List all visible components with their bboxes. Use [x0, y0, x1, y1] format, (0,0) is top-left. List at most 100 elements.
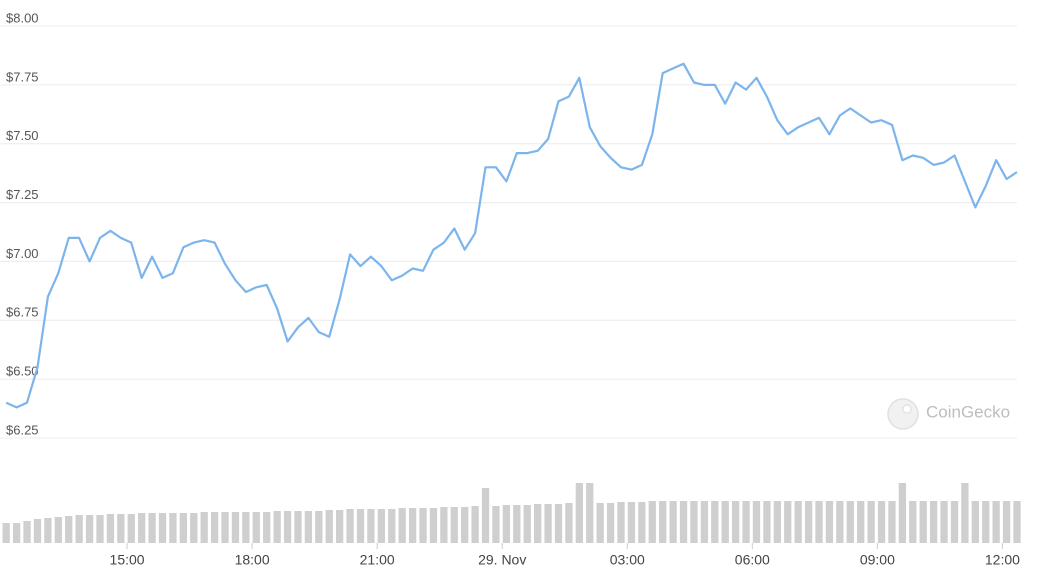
volume-bar: [75, 515, 83, 543]
volume-bar: [971, 501, 979, 543]
volume-bar: [544, 504, 552, 543]
logo: CoinGecko: [887, 398, 1010, 430]
volume-bar: [575, 483, 583, 543]
volume-bar: [12, 523, 21, 543]
volume-bar: [408, 508, 417, 543]
price-line: [5, 62, 1018, 409]
volume-bar: [117, 514, 125, 543]
volume-bar: [23, 521, 31, 543]
x-tick-label: 21:00: [360, 552, 395, 568]
volume-bar: [336, 510, 344, 543]
volume-bar: [242, 512, 250, 543]
volume-bar: [659, 501, 667, 543]
volume-bar: [377, 509, 385, 543]
x-tick-label: 15:00: [110, 552, 145, 568]
volume-bar: [867, 501, 875, 543]
volume-bar: [169, 513, 177, 543]
volume-bar: [950, 501, 959, 543]
volume-bar: [586, 483, 594, 543]
volume-bar: [44, 518, 52, 543]
volume-bar: [85, 515, 94, 543]
volume-bar: [492, 506, 500, 543]
volume-bar: [596, 503, 604, 543]
volume-bar: [627, 502, 636, 543]
volume-bar: [65, 516, 73, 543]
volume-bar: [763, 501, 771, 543]
volume-bar: [325, 510, 333, 543]
watermark: CoinGecko: [926, 402, 1010, 421]
volume-bar: [190, 513, 198, 543]
volume-bar: [554, 504, 563, 543]
y-tick-label: $7.50: [6, 128, 39, 143]
volume-bar: [304, 511, 313, 543]
volume-bar: [440, 507, 448, 543]
volume-bar: [825, 501, 834, 543]
volume-bar: [54, 517, 62, 543]
volume-bar: [700, 501, 709, 543]
y-tick-label: $7.00: [6, 246, 39, 261]
volume-bar: [158, 513, 167, 543]
volume-bar: [940, 501, 948, 543]
volume-bar: [210, 512, 219, 543]
volume-bar: [513, 505, 521, 543]
volume-bar: [263, 512, 271, 543]
volume-bar: [690, 501, 698, 543]
volume-bar: [471, 506, 479, 543]
volume-bar: [721, 501, 729, 543]
volume-bar: [617, 502, 625, 543]
volume-bar: [961, 483, 969, 543]
volume-bar: [356, 509, 365, 543]
y-tick-label: $7.75: [6, 69, 39, 84]
volume-bar: [367, 509, 375, 543]
volume-bar: [106, 514, 115, 543]
plot: $8.00 $7.75 $7.50 $7.25 $7.00 $6.75 $6.50 $6.25…: [0, 10, 1021, 568]
volume-bar: [982, 501, 990, 543]
y-tick-label: $6.50: [6, 364, 39, 379]
volume-bar: [252, 512, 260, 543]
x-tick-label: 09:00: [860, 552, 895, 568]
volume-bar: [346, 509, 354, 543]
volume-bar: [929, 501, 938, 543]
logo-icon: [887, 398, 919, 430]
volume-bar: [96, 515, 104, 543]
volume-bar: [1002, 501, 1011, 543]
volume-bar: [388, 509, 396, 543]
volume-bar: [231, 512, 240, 543]
x-tick-label: 06:00: [735, 552, 770, 568]
volume-bar: [283, 511, 292, 543]
volume-bar: [638, 502, 646, 543]
volume-bar: [804, 501, 813, 543]
volume-bar: [398, 508, 406, 543]
volume-bar: [502, 505, 511, 543]
volume-bar: [742, 501, 750, 543]
volume-bar: [731, 501, 740, 543]
volume-bar: [648, 501, 656, 543]
volume-bar: [919, 501, 927, 543]
volume-bar: [294, 511, 302, 543]
x-tick-label: 18:00: [235, 552, 270, 568]
volume-bar: [815, 501, 823, 543]
x-tick-label: 29. Nov: [478, 552, 526, 568]
y-tick-label: $8.00: [6, 10, 39, 25]
volume-bar: [2, 523, 10, 543]
y-tick-label: $7.25: [6, 187, 39, 202]
volume-bar: [429, 508, 438, 543]
volume-bar: [273, 511, 281, 543]
volume-bar: [898, 483, 907, 543]
logo-eye: [902, 404, 912, 414]
volume-bar: [33, 519, 42, 543]
volume-bar: [523, 505, 531, 543]
volume-bar: [606, 503, 615, 543]
volume-bar: [784, 501, 792, 543]
y-tick-label: $6.75: [6, 305, 39, 320]
volume-bar: [481, 488, 490, 543]
volume-bar: [836, 501, 844, 543]
volume-bar: [461, 507, 469, 543]
volume-bar: [534, 504, 542, 543]
volume-bar: [1013, 501, 1021, 543]
volume-bar: [200, 512, 208, 543]
volume-bar: [857, 501, 865, 543]
volume-bar: [138, 513, 146, 543]
